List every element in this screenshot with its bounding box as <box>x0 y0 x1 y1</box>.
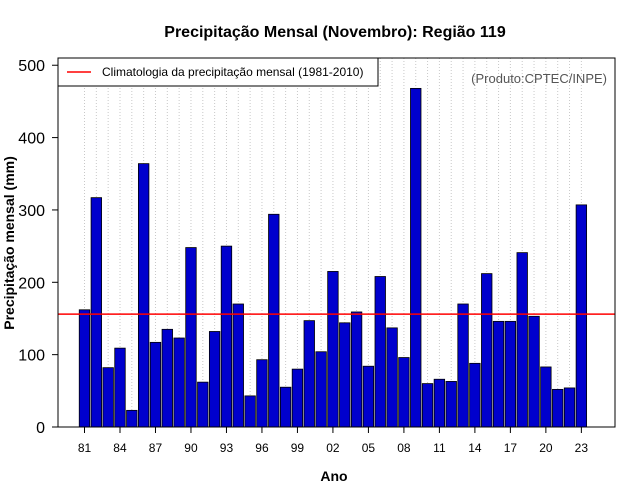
x-tick-label: 81 <box>78 441 92 455</box>
bar-14 <box>469 362 481 428</box>
x-axis-label: Ano <box>320 468 347 484</box>
bar-92 <box>208 331 221 428</box>
bar-13 <box>457 303 469 428</box>
x-tick-label: 99 <box>291 441 305 455</box>
bar-16 <box>492 320 505 428</box>
y-tick-label: 500 <box>18 58 45 75</box>
bar-94 <box>232 303 244 428</box>
bar-89 <box>173 337 185 428</box>
bar-05 <box>362 365 375 428</box>
x-tick-label: 05 <box>362 441 376 455</box>
bar-22 <box>563 387 576 428</box>
y-tick-label: 200 <box>18 275 45 292</box>
x-tick-label: 23 <box>575 441 589 455</box>
x-tick-label: 84 <box>113 441 127 455</box>
x-tick-label: 96 <box>255 441 269 455</box>
x-tick-label: 20 <box>539 441 553 455</box>
bar-04 <box>350 311 363 428</box>
bar-91 <box>197 381 209 428</box>
y-tick-label: 400 <box>18 131 45 148</box>
bar-01 <box>315 351 327 428</box>
x-tick-label: 87 <box>149 441 163 455</box>
y-tick-label: 100 <box>18 348 45 365</box>
bar-21 <box>552 388 564 428</box>
bar-85 <box>126 409 138 428</box>
bar-17 <box>504 320 517 428</box>
bar-97 <box>268 213 280 428</box>
bar-84 <box>114 347 126 428</box>
bar-06 <box>374 276 386 428</box>
bar-87 <box>149 341 162 428</box>
bar-00 <box>303 320 315 428</box>
bar-82 <box>90 197 102 428</box>
bar-10 <box>421 383 434 428</box>
bar-15 <box>481 273 493 428</box>
bar-08 <box>398 357 410 428</box>
bar-03 <box>339 322 351 428</box>
bar-07 <box>386 327 398 428</box>
bar-90 <box>185 247 197 428</box>
x-tick-label: 93 <box>220 441 234 455</box>
legend: Climatologia da precipitação mensal (198… <box>57 57 379 87</box>
chart-title: Precipitação Mensal (Novembro): Região 1… <box>164 24 506 41</box>
bar-96 <box>256 359 268 428</box>
bar-02 <box>327 271 339 428</box>
x-tick-label: 11 <box>433 441 446 455</box>
bar-12 <box>445 381 457 428</box>
x-axis: 81 84 87 90 93 96 99 02 05 08 11 14 17 20 23 <box>78 427 589 455</box>
bar-99 <box>291 368 304 428</box>
legend-label: Climatologia da precipitação mensal (198… <box>102 65 363 79</box>
bar-83 <box>102 367 114 428</box>
bar-18 <box>516 252 528 428</box>
y-axis: 0 100 200 300 400 500 <box>18 58 58 437</box>
bar-11 <box>433 378 446 428</box>
x-tick-label: 17 <box>504 441 518 455</box>
bar-98 <box>279 386 292 428</box>
x-tick-label: 90 <box>184 441 198 455</box>
y-axis-label: Precipitação mensal (mm) <box>1 156 17 330</box>
bar-93 <box>220 245 233 428</box>
bar-09 <box>410 87 422 428</box>
x-tick-label: 02 <box>326 441 340 455</box>
bar-81 <box>78 309 91 428</box>
bar-19 <box>528 315 540 428</box>
bar-86 <box>137 163 150 428</box>
bar-88 <box>161 328 173 428</box>
bar-23 <box>575 204 588 428</box>
bar-95 <box>244 395 256 428</box>
credit-text: (Produto:CPTEC/INPE) <box>471 71 607 86</box>
y-tick-label: 0 <box>36 420 45 437</box>
x-tick-label: 14 <box>468 441 482 455</box>
legend-box <box>57 57 379 87</box>
bars <box>78 87 588 428</box>
x-tick-label: 08 <box>397 441 411 455</box>
bar-20 <box>540 366 552 428</box>
y-tick-label: 300 <box>18 203 45 220</box>
